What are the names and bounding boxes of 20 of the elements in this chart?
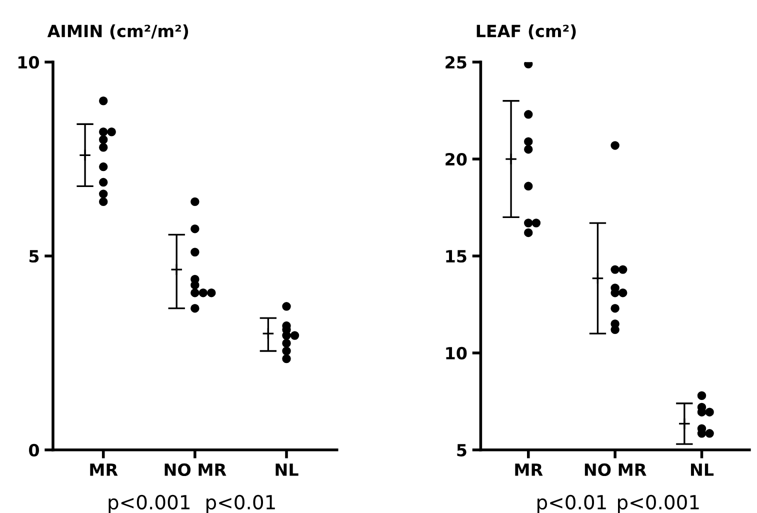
y-tick-label: 10 <box>18 56 39 69</box>
x-tick-label: MR <box>90 464 118 476</box>
y-tick-label: 0 <box>28 444 39 456</box>
x-tick-label: NO MR <box>164 463 226 476</box>
text: p<0.01 <box>206 494 275 513</box>
y-tick-label: 15 <box>446 250 466 263</box>
chart-title: AIMIN (cm²/m²) <box>47 24 188 40</box>
y-tick-label: 5 <box>457 444 466 456</box>
text: p<0.001 <box>108 494 190 513</box>
y-tick-label: 20 <box>446 152 467 166</box>
x-tick-label: MR <box>515 464 543 476</box>
x-tick-label: NL <box>276 464 298 476</box>
x-tick-label: NO MR <box>584 463 646 476</box>
y-tick-label: 5 <box>29 250 39 263</box>
x-tick-label: NL <box>691 464 714 476</box>
text: p<0.001 <box>618 494 699 513</box>
y-tick-label: 10 <box>446 346 467 360</box>
y-tick-label: 25 <box>446 56 466 69</box>
text: p<0.01 <box>538 494 606 513</box>
chart-title: LEAF (cm²) <box>476 24 576 40</box>
